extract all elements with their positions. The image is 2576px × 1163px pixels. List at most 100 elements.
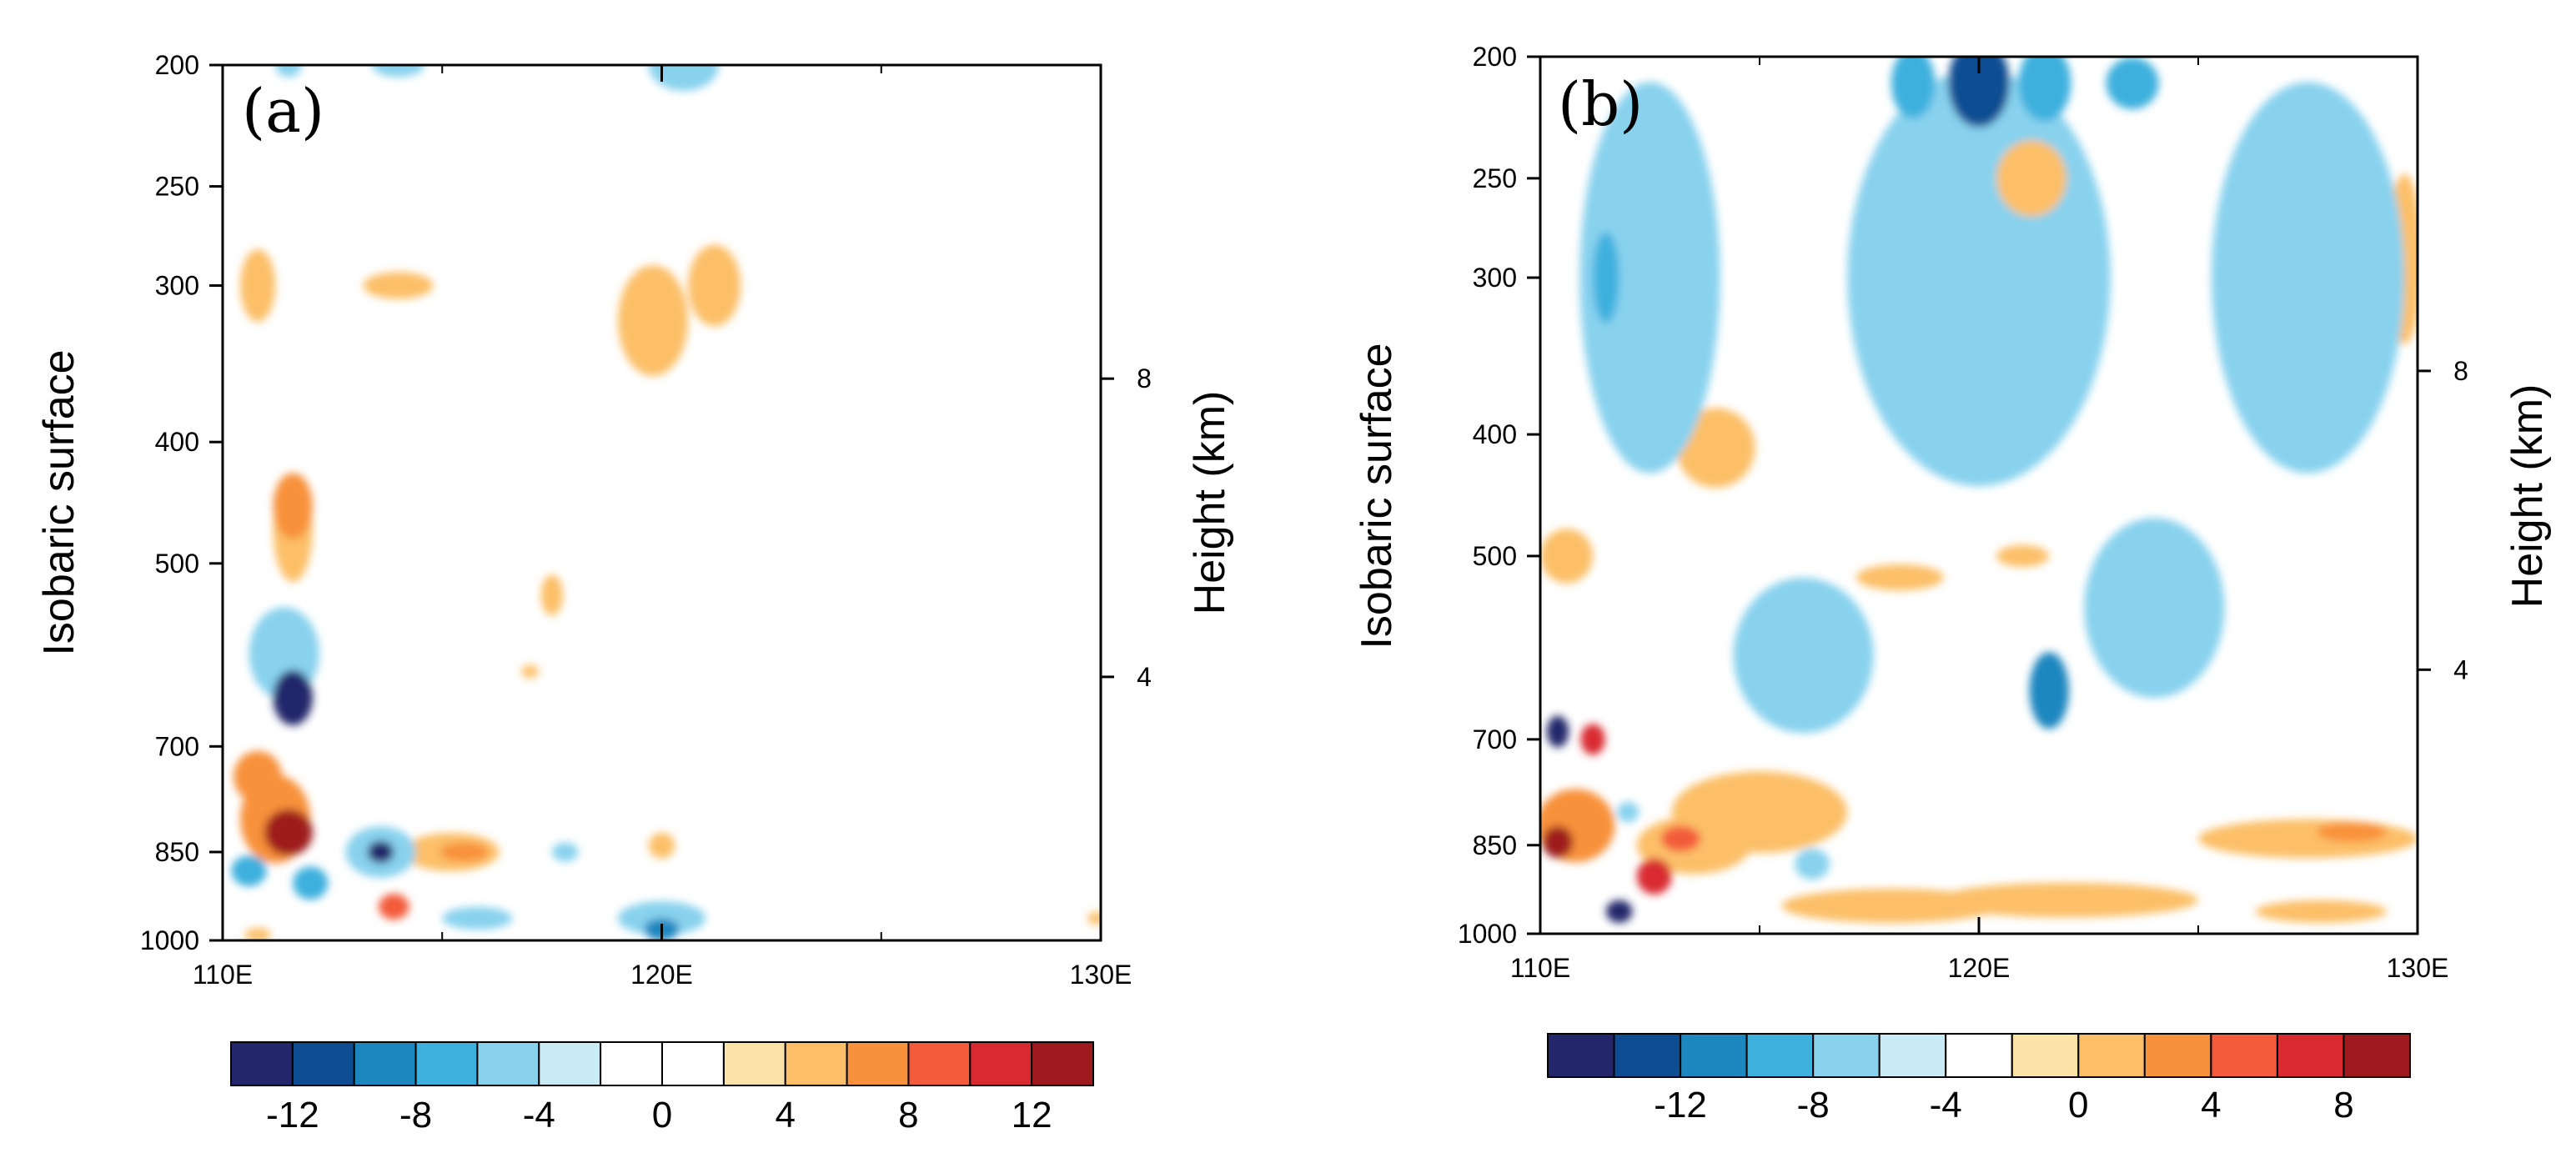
- field-cell: [2106, 57, 2159, 109]
- colorbar-swatch: [969, 1041, 1033, 1086]
- field-cell: [1781, 888, 2001, 924]
- field-cell: [2198, 819, 2418, 859]
- field-cell: [1996, 544, 2050, 568]
- x-tick-label: 120E: [1948, 953, 2011, 983]
- colorbar-label: 0: [2068, 1085, 2088, 1125]
- field-cell: [273, 473, 313, 539]
- field-cell: [1676, 408, 1755, 489]
- colorbar-swatch: [1547, 1033, 1615, 1078]
- x-tick-label: 130E: [1070, 960, 1132, 990]
- y-tick-label: 700: [155, 731, 199, 761]
- plot-area-a: [223, 65, 1101, 940]
- y2-tick-label: 8: [2453, 356, 2468, 386]
- colorbar-label: -4: [1930, 1085, 1962, 1125]
- colorbar-label: 4: [775, 1095, 795, 1135]
- colorbar-label: -12: [1654, 1085, 1707, 1125]
- colorbar-b: -12 -8 -4 0 4 8: [1547, 1033, 2411, 1125]
- y-tick-label: 1000: [140, 925, 199, 955]
- field-cell: [1996, 140, 2067, 217]
- colorbar-swatch: [784, 1041, 848, 1086]
- field-cell: [2255, 900, 2388, 923]
- colorbar-label: -8: [399, 1095, 432, 1135]
- field-blobs: [231, 65, 1101, 940]
- colorbar-swatch: [476, 1041, 540, 1086]
- colorbar-swatch: [2210, 1033, 2278, 1078]
- y-tick-label: 400: [155, 427, 199, 457]
- field-cell: [2317, 822, 2388, 842]
- field-cell: [540, 574, 564, 616]
- colorbar-label: 8: [898, 1095, 918, 1135]
- field-cell: [1605, 900, 1633, 923]
- field-cell: [1855, 564, 1944, 591]
- field-cell: [1087, 911, 1101, 925]
- colorbar-label: -8: [1797, 1085, 1830, 1125]
- y-tick-label: 400: [1473, 419, 1517, 449]
- field-cell: [2211, 82, 2405, 474]
- colorbar-swatch: [291, 1041, 355, 1086]
- field-cell: [372, 65, 425, 78]
- x-tick-label: 110E: [1510, 953, 1570, 983]
- colorbar-swatch: [722, 1041, 786, 1086]
- y2-tick-label: 4: [2453, 654, 2468, 684]
- x-tick-label: 120E: [630, 960, 693, 990]
- field-cell: [617, 901, 706, 935]
- field-cell: [1580, 724, 1605, 755]
- colorbar-swatch: [538, 1041, 602, 1086]
- field-cell: [275, 65, 302, 78]
- colorbar-swatch: [2143, 1033, 2212, 1078]
- x-tick-label: 110E: [193, 960, 253, 990]
- y-tick-label: 500: [155, 549, 199, 579]
- colorbar-swatch: [1613, 1033, 1681, 1078]
- axis-ticks-a: 200 250 300 400 500 700 850 1000 110E 120E 130E 4 8: [140, 50, 1152, 990]
- colorbar-swatch: [1945, 1033, 2013, 1078]
- y-tick-label: 850: [1473, 830, 1517, 860]
- field-cell: [551, 842, 579, 862]
- colorbar-label: -12: [266, 1095, 319, 1135]
- field-cell: [1935, 882, 2198, 918]
- field-cell: [1795, 848, 1830, 880]
- colorbar-swatch: [1031, 1041, 1094, 1086]
- y-tick-label: 500: [1473, 541, 1517, 571]
- field-cell: [1579, 82, 1720, 474]
- colorbar-swatch: [2077, 1033, 2146, 1078]
- field-cell: [1593, 232, 1619, 323]
- field-cell: [521, 664, 539, 679]
- field-cell: [1542, 825, 1574, 859]
- colorbar-label: 12: [1012, 1095, 1052, 1135]
- field-cell: [231, 855, 267, 887]
- field-cell: [442, 906, 513, 930]
- field-cell: [293, 866, 329, 900]
- field-cell: [1847, 68, 2111, 487]
- field-cell: [648, 832, 675, 859]
- colorbar-swatch: [907, 1041, 972, 1086]
- field-cell: [264, 809, 313, 856]
- colorbar-swatch: [1745, 1033, 1815, 1078]
- field-cell: [1540, 529, 1594, 584]
- field-cell: [1948, 57, 2010, 128]
- data-field-a: [231, 65, 1101, 940]
- field-cell: [1733, 577, 1874, 734]
- colorbar-swatch: [1878, 1033, 1947, 1078]
- colorbar-swatch: [846, 1041, 910, 1086]
- y-tick-label: 300: [1473, 263, 1517, 293]
- panel-label-a: (a): [242, 76, 324, 146]
- y2-tick-label: 4: [1137, 662, 1152, 692]
- y-axis-title-b: Isobaric surface: [1353, 343, 1401, 649]
- colorbar-label: 4: [2201, 1085, 2221, 1125]
- field-cell: [240, 248, 276, 323]
- axis-ticks-b: 200 250 300 400 500 700 850 1000 110E 120E 130E 4 8: [1458, 42, 2468, 983]
- colorbar-label: 0: [652, 1095, 672, 1135]
- x-tick-label: 130E: [2387, 953, 2449, 983]
- field-cell: [1546, 715, 1569, 748]
- field-cell: [648, 65, 719, 92]
- colorbar-swatch: [414, 1041, 479, 1086]
- field-cell: [439, 842, 489, 862]
- y-axis-title-a: Isobaric surface: [35, 349, 83, 655]
- y-tick-label: 300: [155, 271, 199, 301]
- colorbar-swatch: [661, 1041, 725, 1086]
- colorbar-swatch: [2343, 1033, 2411, 1078]
- y-tick-label: 200: [155, 50, 199, 80]
- field-cell: [1891, 57, 1936, 118]
